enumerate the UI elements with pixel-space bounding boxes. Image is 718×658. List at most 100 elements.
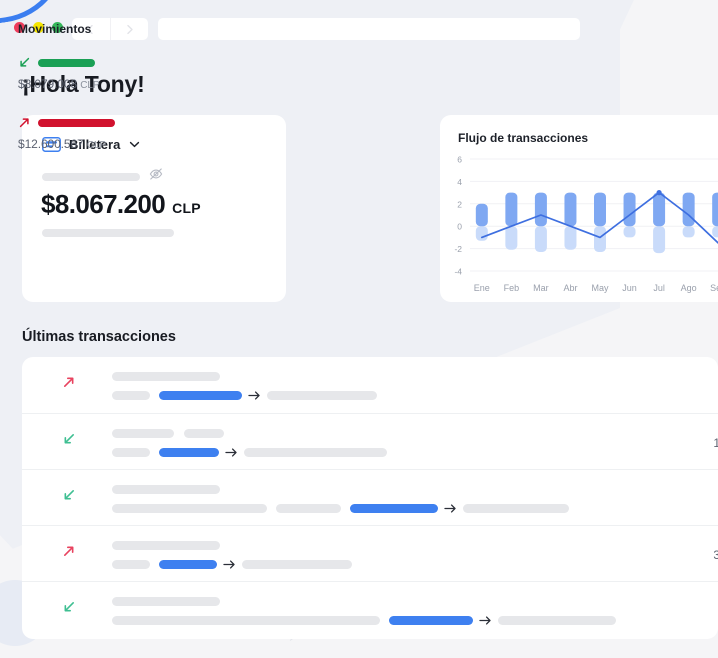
chart-bar-positive [682,192,695,227]
arrow-down-left-icon [20,57,30,67]
arrow-right-icon [248,391,260,400]
chart-line-series [480,191,718,244]
chart-x-tick-label: Sep [710,283,718,293]
movements-outgoing-amount: $12.600.567 CLP [18,137,107,151]
arrow-right-icon [223,560,235,569]
wallet-selector[interactable]: Billetera [42,137,141,152]
chart-x-tick-label: Jul [653,283,665,293]
chevron-down-icon [130,141,140,148]
arrow-up-right-icon [63,377,74,388]
transaction-row[interactable] [22,469,718,525]
chart-bar-negative [653,226,666,254]
wallet-balance-currency: CLP [172,200,201,216]
transaction-detail-skeletons [112,615,616,626]
wallet-detail-skeleton [42,229,174,237]
transactions-card: 1 3 [22,357,718,639]
chart-x-tick-label: Feb [504,283,520,293]
arrow-up-right-icon [63,546,74,557]
eye-off-icon[interactable] [149,167,163,181]
transaction-row[interactable] [22,581,718,637]
forward-button[interactable] [109,18,149,40]
movements-incoming-skeleton [38,58,95,67]
chart-bar-negative [505,226,518,250]
chart-bar-negative [712,226,718,238]
arrow-right-icon [225,448,237,457]
arrow-down-left-icon [64,601,75,612]
movements-outgoing-currency: CLP [86,140,107,151]
transaction-incoming-icon [62,600,76,619]
chart-bar-positive [653,192,666,227]
back-button[interactable] [72,18,110,40]
chevron-left-icon [87,24,93,34]
movements-incoming-amount: $8.079.008 CLP [18,77,100,91]
skeleton-bar [112,372,220,381]
arrow-down-left-icon [64,433,75,444]
window-traffic-lights [14,22,63,33]
skeleton-bar [112,485,220,494]
chart-x-tick-label: May [591,283,609,293]
chart-x-tick-label: Ene [474,283,490,293]
page-title: ¡Hola Tony! [22,71,145,97]
chart-y-tick-label: 6 [457,155,462,165]
skeleton-bar [112,560,150,569]
arrow-right-icon [479,616,491,625]
chart-y-tick-label: -2 [454,244,462,254]
transaction-outgoing-icon [62,375,76,394]
movements-incoming-row [18,56,95,69]
chart-y-tick-label: 0 [457,222,462,232]
chart-bar-positive [623,192,636,227]
movements-outgoing-skeleton [38,118,115,127]
transaction-amount: 3 [713,548,718,562]
chart-bar-negative [594,226,606,252]
transaction-incoming-icon [62,488,76,507]
chart-line-peak-marker [656,190,662,196]
chart-bar-positive [594,192,606,227]
skeleton-bar [112,429,174,438]
skeleton-bar [267,391,377,400]
skeleton-bar-accent [159,391,242,400]
transaction-row[interactable] [22,357,718,413]
chart-x-tick-label: Mar [533,283,549,293]
transaction-detail-skeletons [112,390,377,401]
wallet-card-icon [42,137,61,152]
transaction-outgoing-icon [62,544,76,563]
chart-bar-positive [712,192,718,227]
close-window-button[interactable] [14,22,25,33]
transaction-incoming-icon [62,432,76,451]
chart-bar-positive [475,203,488,227]
transaction-title-skeletons [112,485,220,494]
wallet-label: Billetera [69,137,121,152]
chart-x-tick-label: Ago [681,283,697,293]
transaction-row[interactable]: 1 [22,413,718,469]
transaction-title-skeletons [112,372,220,381]
chart-y-tick-label: 2 [457,199,462,209]
chart-bar-negative [534,226,547,252]
address-bar[interactable] [158,18,580,40]
skeleton-bar-accent [350,504,438,513]
skeleton-bar [112,616,380,625]
transaction-title-skeletons [112,429,224,438]
skeleton-bar [498,616,616,625]
transaction-flow-chart: 6 4 2 0 -2 -4 Ene Feb Mar Abr May Jun Jul Ago Sep [440,153,718,301]
transaction-amount: 1 [713,436,718,450]
transfer-direction-arrow [438,503,463,514]
skeleton-bar-accent [159,560,217,569]
arrow-right-icon [444,504,456,513]
chart-bar-negative [475,226,488,241]
transactions-section-title: Últimas transacciones [22,329,176,345]
transfer-direction-arrow [217,559,242,570]
transaction-row[interactable]: 3 [22,525,718,581]
transaction-flow-card: Flujo de transacciones 6 4 2 0 -2 -4 Ene Feb Mar… [440,115,718,302]
chart-bar-negative [564,226,577,250]
minimize-window-button[interactable] [33,22,44,33]
chart-bar-positive [505,192,518,227]
transaction-title-skeletons [112,541,220,550]
browser-chrome [0,0,718,54]
chart-y-tick-label: -4 [454,267,462,277]
navigation-buttons [72,18,148,40]
flow-chart-svg: 6 4 2 0 -2 -4 Ene Feb Mar Abr May Jun Jul Ago Sep [454,155,718,293]
maximize-window-button[interactable] [52,22,63,33]
transaction-detail-skeletons [112,503,569,514]
skeleton-bar [184,429,224,438]
